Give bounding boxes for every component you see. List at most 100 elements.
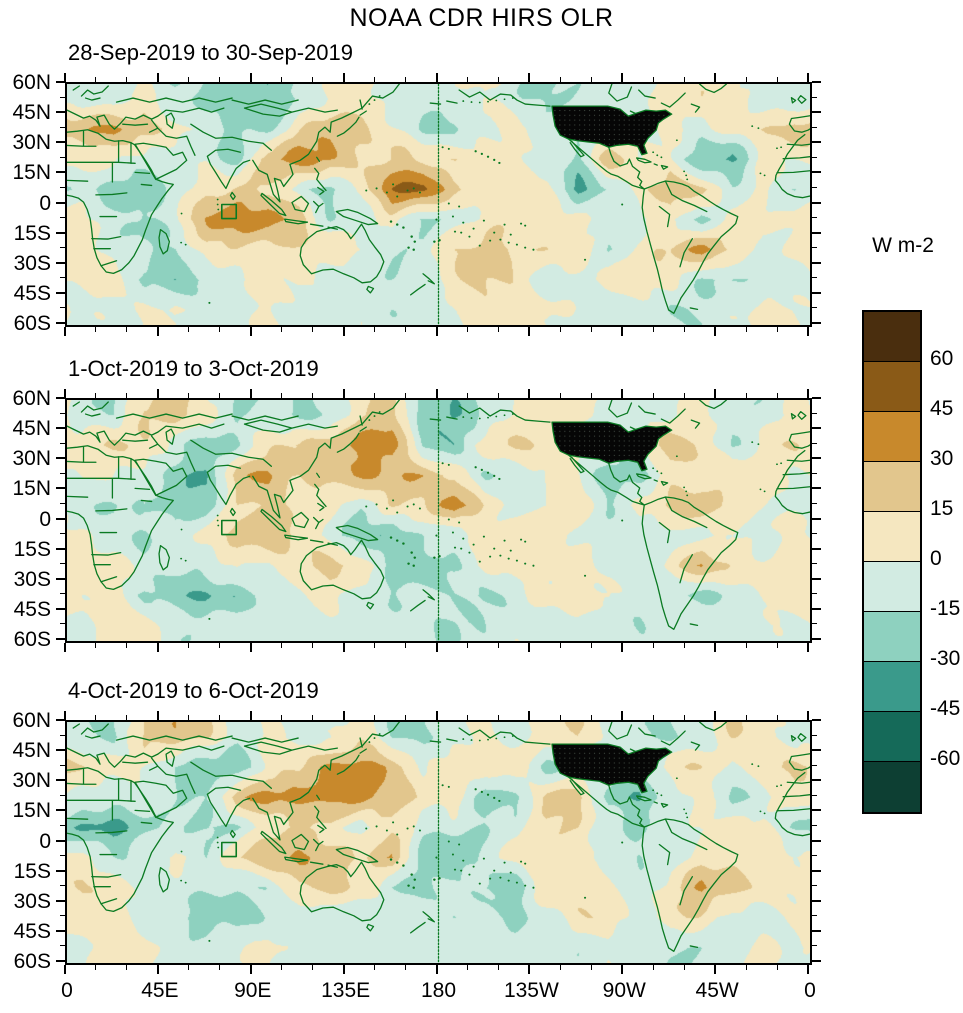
axis-tick	[312, 327, 314, 332]
axis-tick	[374, 393, 376, 398]
axis-tick	[812, 231, 821, 234]
axis-tick	[812, 457, 821, 460]
lat-tick-label: 0	[39, 191, 51, 215]
lon-tick-label: 90W	[602, 979, 646, 1002]
axis-tick	[405, 393, 407, 398]
axis-tick	[812, 412, 817, 414]
axis-tick	[156, 643, 159, 652]
axis-tick	[812, 623, 817, 625]
axis-tick	[812, 111, 821, 114]
axis-tick	[745, 327, 747, 332]
axis-tick	[812, 322, 821, 324]
axis-tick	[60, 794, 65, 796]
axis-tick	[807, 643, 809, 652]
axis-tick	[812, 929, 821, 932]
axis-tick	[405, 715, 407, 720]
axis-tick	[812, 247, 817, 249]
axis-tick	[95, 643, 97, 648]
axis-tick	[812, 719, 821, 721]
axis-tick	[56, 81, 65, 83]
axis-tick	[56, 517, 65, 520]
axis-tick	[652, 965, 654, 970]
axis-tick	[621, 711, 624, 720]
axis-tick	[249, 965, 252, 974]
colorbar-box	[864, 362, 920, 412]
axis-tick	[621, 389, 624, 398]
axis-tick	[812, 809, 821, 812]
axis-tick	[374, 643, 376, 648]
axis-tick	[812, 734, 817, 736]
coastlines-overlay-3	[67, 722, 810, 963]
axis-tick	[56, 899, 65, 902]
axis-tick	[466, 327, 468, 332]
axis-tick	[497, 643, 499, 648]
colorbar-tick-label: 15	[930, 497, 954, 520]
axis-tick	[559, 77, 561, 82]
axis-tick	[188, 643, 190, 648]
axis-tick	[807, 327, 809, 336]
colorbar	[862, 310, 922, 814]
lon-tick-label: 45E	[141, 979, 179, 1002]
lat-tick-label: 15N	[12, 161, 51, 185]
axis-tick	[126, 715, 128, 720]
axis-tick	[60, 126, 65, 128]
axis-tick	[812, 533, 817, 535]
axis-tick	[56, 839, 65, 842]
axis-tick	[56, 547, 65, 550]
axis-tick	[56, 141, 65, 144]
axis-tick	[528, 327, 531, 336]
axis-tick	[56, 457, 65, 460]
axis-tick	[60, 734, 65, 736]
colorbar-tick-label: -15	[930, 597, 961, 620]
lat-tick-label: 30S	[13, 889, 51, 913]
axis-tick	[807, 389, 809, 398]
axis-tick	[405, 327, 407, 332]
axis-tick	[714, 327, 717, 336]
axis-tick	[683, 643, 685, 648]
lon-tick-label: 180	[420, 979, 457, 1002]
axis-tick	[126, 393, 128, 398]
axis-tick	[219, 643, 221, 648]
axis-tick	[56, 427, 65, 430]
axis-tick	[312, 77, 314, 82]
lat-tick-label: 60S	[13, 312, 51, 335]
axis-tick	[812, 186, 817, 188]
axis-tick	[95, 327, 97, 332]
axis-tick	[435, 389, 438, 398]
axis-tick	[652, 77, 654, 82]
lat-tick-label: 15N	[12, 477, 51, 501]
axis-tick	[435, 711, 438, 720]
axis-tick	[497, 393, 499, 398]
axis-tick	[466, 965, 468, 970]
axis-tick	[776, 715, 778, 720]
lat-tick-label: 15S	[13, 537, 51, 561]
axis-tick	[56, 397, 65, 399]
axis-tick	[342, 389, 345, 398]
axis-tick	[812, 427, 821, 430]
axis-tick	[60, 186, 65, 188]
lat-tick-label: 0	[39, 829, 51, 853]
axis-tick	[812, 577, 821, 580]
axis-tick	[60, 563, 65, 565]
lat-tick-label: 60N	[12, 387, 51, 410]
axis-tick	[714, 389, 717, 398]
colorbar-tick-label: -60	[930, 747, 961, 770]
axis-tick	[126, 643, 128, 648]
axis-tick	[342, 643, 345, 652]
axis-tick	[812, 869, 821, 872]
axis-tick	[812, 593, 817, 595]
colorbar-tick-label: -30	[930, 647, 961, 670]
axis-tick	[60, 307, 65, 309]
axis-tick	[188, 77, 190, 82]
colorbar-box	[864, 762, 920, 812]
axis-tick	[621, 643, 624, 652]
axis-tick	[60, 277, 65, 279]
axis-tick	[156, 965, 159, 974]
axis-tick	[466, 77, 468, 82]
axis-tick	[812, 638, 821, 640]
axis-tick	[156, 711, 159, 720]
axis-tick	[156, 389, 159, 398]
colorbar-box	[864, 512, 920, 562]
axis-tick	[812, 201, 821, 204]
